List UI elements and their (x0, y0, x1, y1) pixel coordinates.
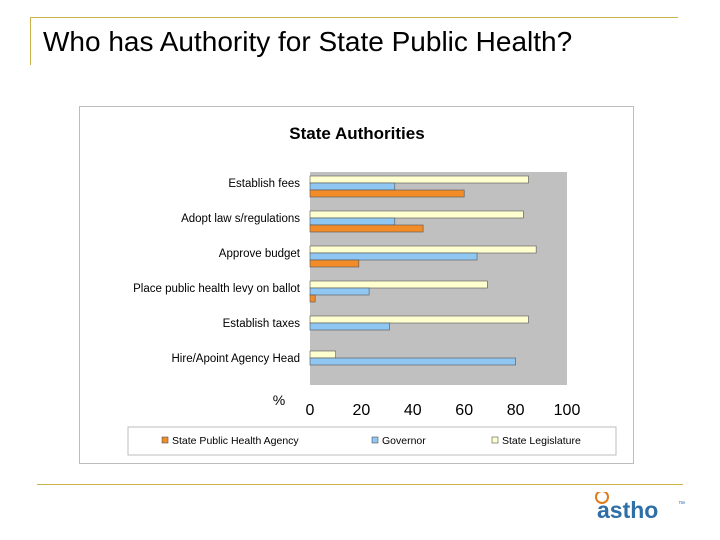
category-label: Adopt law s/regulations (181, 213, 300, 225)
bar (309, 245, 537, 254)
bar (309, 175, 529, 184)
legend-label: State Legislature (502, 435, 581, 447)
x-tick-labels: 0 20 40 60 80 100 (306, 402, 581, 419)
bar (309, 210, 524, 219)
slide-title: Who has Authority for State Public Healt… (43, 26, 573, 57)
legend-label: State Public Health Agency (172, 435, 299, 447)
category-label: Establish taxes (223, 318, 301, 330)
bar (309, 189, 465, 198)
logo-trademark: ™ (678, 501, 685, 508)
legend-label: Governor (382, 435, 426, 447)
chart-title: State Authorities (289, 124, 424, 143)
x-tick-label: 100 (554, 402, 581, 419)
bar (309, 315, 529, 324)
bar-chart: State Authorities Establish fees Adopt la… (127, 124, 617, 456)
category-label: Establish fees (228, 178, 300, 190)
x-tick-label: 40 (404, 402, 422, 419)
bar (309, 322, 390, 331)
logo-wordmark: astho (597, 497, 658, 523)
x-tick-label: 80 (507, 402, 525, 419)
x-axis-label: % (273, 392, 285, 408)
legend-swatch (491, 436, 499, 444)
bar (309, 350, 337, 359)
category-labels: Establish fees Adopt law s/regulations App… (133, 178, 301, 365)
category-label: Hire/Apoint Agency Head (172, 353, 301, 365)
bar (309, 280, 488, 289)
bar (309, 294, 316, 303)
legend-swatch (161, 436, 169, 444)
category-label: Place public health levy on ballot (133, 283, 301, 295)
x-tick-label: 20 (353, 402, 371, 419)
plot-area (310, 172, 567, 385)
category-label: Approve budget (219, 248, 301, 260)
bar (309, 252, 478, 261)
title-top-rule (30, 17, 678, 18)
footer-rule (37, 484, 683, 485)
bar (309, 182, 396, 191)
chart-container: State Authorities Establish fees Adopt la… (79, 106, 634, 464)
bar (309, 259, 360, 268)
astho-logo: astho ™ (594, 490, 690, 524)
bar (309, 224, 424, 233)
x-tick-label: 0 (306, 402, 315, 419)
x-tick-label: 60 (455, 402, 473, 419)
bars-group (309, 175, 537, 366)
legend: State Public Health Agency Governor State … (161, 435, 581, 447)
legend-swatch (371, 436, 379, 444)
title-left-rule (30, 17, 31, 65)
bar (309, 217, 396, 226)
bar (309, 357, 516, 366)
bar (309, 287, 370, 296)
